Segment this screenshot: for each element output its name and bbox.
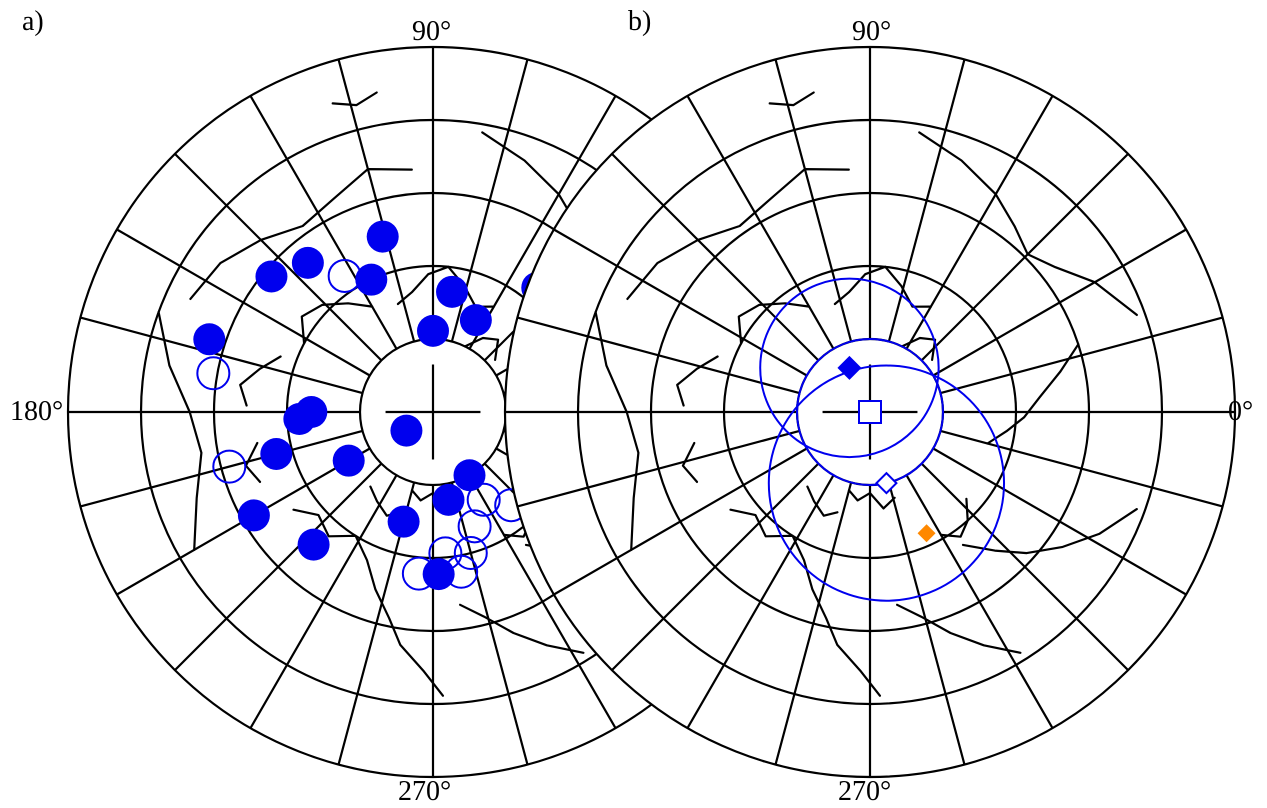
confidence-circle: [767, 364, 1006, 602]
panel-b-label: b): [628, 6, 651, 37]
coastline: [768, 91, 815, 107]
meridian-line: [80, 316, 363, 395]
filled-circle-marker: [193, 323, 226, 356]
panel-b-map: [503, 45, 1237, 779]
coastline: [594, 311, 640, 551]
filled-circle-marker: [297, 528, 330, 561]
meridian-line: [887, 482, 966, 765]
meridian-line: [450, 482, 529, 765]
meridian-line: [940, 316, 1223, 395]
filled-diamond-marker: [837, 355, 862, 380]
meridian-line: [517, 316, 800, 395]
meridian-line: [553, 447, 808, 596]
meridian-line: [116, 228, 371, 377]
filled-circle-marker: [255, 260, 288, 293]
open-circle-marker: [196, 356, 231, 391]
meridian-line: [686, 474, 835, 729]
meridian-line: [174, 462, 383, 671]
coastline: [896, 603, 1022, 654]
open-circle-marker: [212, 449, 247, 484]
meridian-line: [249, 474, 398, 729]
coastline: [292, 508, 444, 697]
filled-circle-marker: [237, 499, 270, 532]
coastline: [918, 131, 1138, 316]
confidence-circle: [759, 277, 940, 459]
coastline: [847, 489, 896, 510]
filled-circle-marker: [436, 275, 469, 308]
graticule: [505, 47, 1235, 777]
panel-b-lon-90-label: 90°: [852, 16, 891, 47]
filled-circle-marker: [453, 459, 486, 492]
coastline: [900, 336, 937, 361]
coastline: [986, 343, 1080, 445]
filled-circle-marker: [332, 444, 365, 477]
meridian-line: [774, 59, 853, 342]
meridian-line: [174, 153, 383, 362]
coastline: [626, 168, 850, 300]
coastline: [939, 497, 969, 538]
coastline: [806, 485, 839, 517]
coastline: [331, 91, 378, 107]
coastline: [833, 265, 932, 308]
filled-circle-marker: [390, 414, 423, 447]
meridian-line: [611, 462, 820, 671]
confidence-circle: [796, 338, 944, 486]
meridian-line: [932, 228, 1187, 377]
coastline: [459, 603, 585, 654]
orange-diamond-marker: [917, 524, 936, 543]
panel-a-lon-180-label: 180°: [10, 396, 63, 427]
open-square-marker: [858, 400, 882, 424]
coastline: [729, 508, 881, 697]
filled-circle-marker: [459, 304, 492, 337]
meridian-line: [553, 228, 808, 377]
filled-circle-marker: [355, 263, 388, 296]
meridian-line: [905, 474, 1054, 729]
panel-a-label: a): [22, 6, 44, 37]
panel-b-lon-270-label: 270°: [838, 776, 891, 807]
filled-circle-marker: [432, 483, 465, 516]
filled-circle-marker: [417, 314, 449, 347]
meridian-line: [80, 429, 363, 508]
filled-circle-marker: [422, 558, 455, 591]
filled-circle-marker: [366, 220, 399, 253]
coastline: [157, 311, 203, 551]
coastline: [961, 508, 1138, 555]
meridian-line: [774, 482, 853, 765]
meridian-line: [920, 462, 1129, 671]
panel-a-lon-90-label: 90°: [412, 16, 451, 47]
open-diamond-marker: [875, 471, 898, 495]
open-circle-marker: [453, 536, 488, 571]
meridian-line: [920, 153, 1129, 362]
filled-circle-marker: [387, 505, 420, 538]
coastline: [239, 355, 282, 407]
open-circle-marker: [457, 509, 492, 544]
meridian-line: [517, 429, 800, 508]
filled-circle-marker: [291, 246, 324, 279]
filled-circle-marker: [260, 437, 293, 470]
meridian-line: [932, 447, 1187, 596]
open-circle-marker: [466, 482, 501, 517]
coastline: [463, 336, 500, 361]
coastline: [676, 355, 719, 407]
filled-circle-marker: [283, 403, 316, 436]
meridian-line: [611, 153, 820, 362]
meridian-line: [468, 474, 617, 729]
coastline: [737, 302, 811, 345]
panel-a-lon-270-label: 270°: [398, 776, 451, 807]
coastline: [681, 441, 699, 483]
coastline: [189, 168, 413, 300]
meridian-line: [337, 59, 416, 342]
panel-b-lon-0-label: 0°: [1228, 396, 1253, 427]
coastline: [300, 302, 374, 345]
